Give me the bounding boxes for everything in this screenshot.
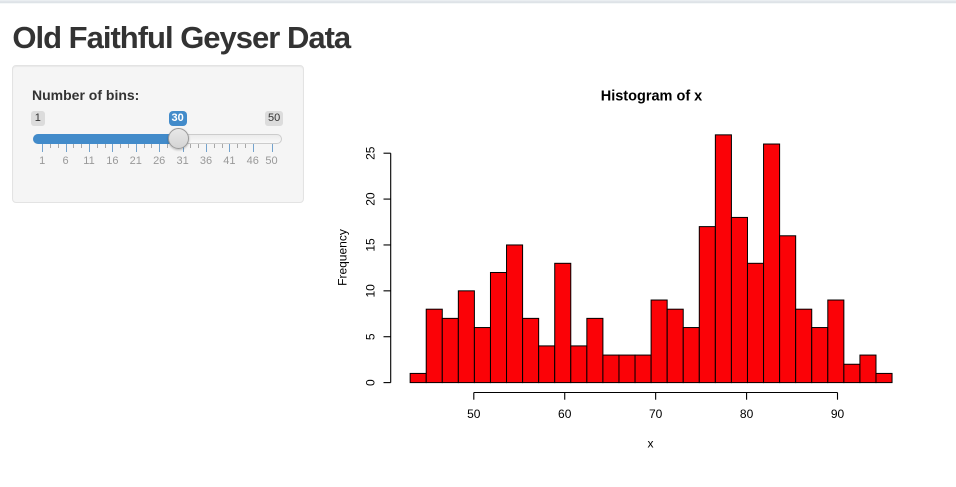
svg-text:x: x <box>648 437 654 451</box>
svg-text:70: 70 <box>649 407 663 421</box>
svg-text:90: 90 <box>831 407 845 421</box>
svg-text:Histogram of x: Histogram of x <box>601 88 703 104</box>
svg-text:5: 5 <box>364 333 378 340</box>
svg-text:50: 50 <box>467 407 481 421</box>
svg-text:0: 0 <box>364 379 378 386</box>
svg-text:20: 20 <box>364 192 378 206</box>
svg-text:80: 80 <box>740 407 754 421</box>
svg-text:10: 10 <box>364 284 378 298</box>
svg-text:25: 25 <box>364 146 378 160</box>
svg-text:15: 15 <box>364 238 378 252</box>
svg-text:60: 60 <box>558 407 572 421</box>
svg-text:Frequency: Frequency <box>335 229 349 286</box>
